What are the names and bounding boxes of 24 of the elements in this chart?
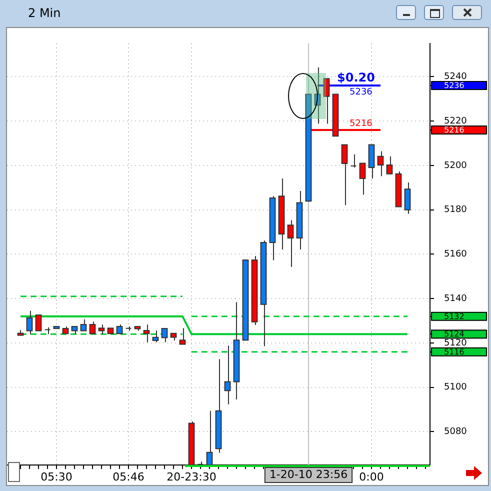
x-tick-label: 05:30 [40, 470, 72, 484]
y-tick-label: 5116 [444, 347, 464, 356]
y-tick-label: 5236 [444, 81, 464, 90]
y-tick-label: 5180 [444, 205, 468, 216]
y-tick-label: 5240 [444, 72, 468, 82]
y-tick-label: 5120 [444, 338, 468, 348]
y-tick-label: 5124 [444, 330, 464, 339]
y-tick-label: 5140 [444, 294, 468, 304]
x-tick-label: 05:46 [112, 470, 144, 484]
y-tick-label: 5160 [444, 250, 468, 260]
x-tick-label: 20-23:30 [166, 470, 216, 484]
y-tick-label: 5132 [444, 312, 464, 321]
y-tick-label: 5200 [444, 160, 468, 171]
candlestick [350, 154, 357, 168]
x-tick-label: 1-20-10 23:56 [269, 468, 348, 481]
y-tick-label: 5220 [444, 116, 468, 126]
data-label: 5216 [350, 118, 373, 129]
data-label: 5236 [350, 87, 373, 98]
annotation: $0.20 [337, 70, 375, 85]
y-tick-label: 5080 [444, 427, 468, 438]
y-tick-label: 5100 [444, 382, 468, 393]
x-tick-label: 0:00 [359, 470, 384, 484]
chart-title: 2 Min [28, 6, 61, 20]
y-tick-label: 5216 [444, 126, 464, 135]
